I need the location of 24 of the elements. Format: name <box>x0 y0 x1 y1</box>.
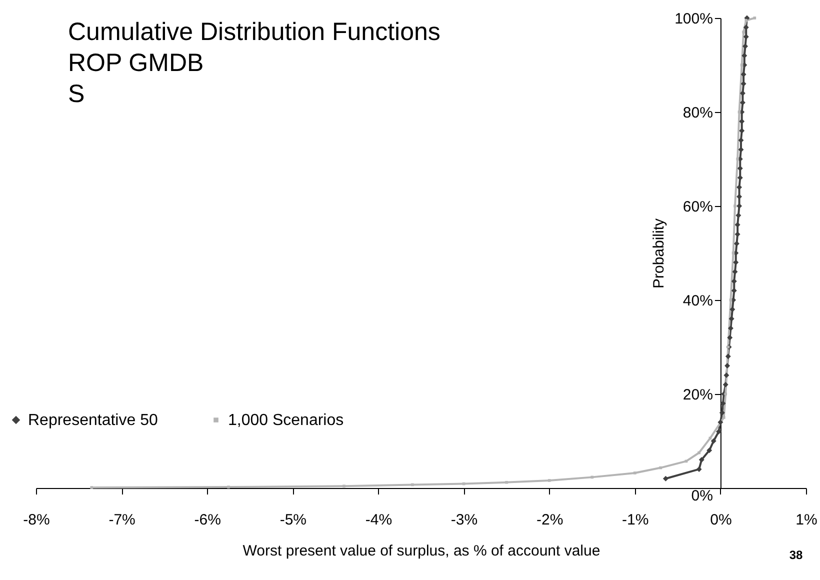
x-tick-label: -1% <box>622 512 649 528</box>
text: ROP GMDB <box>68 49 204 77</box>
legend-label: Representative 50 <box>28 412 158 429</box>
text: 38 <box>789 548 803 562</box>
y-tick-label: 40% <box>682 292 713 310</box>
y-axis-title: Probability <box>650 218 668 289</box>
text: S <box>68 80 85 108</box>
y-tick-label: 20% <box>682 386 713 404</box>
x-axis-title: Worst present value of surplus, as % of account value <box>242 542 600 560</box>
y-tick-label: 60% <box>682 198 713 216</box>
x-tick-label: -5% <box>280 512 307 528</box>
x-tick-label: 0% <box>710 512 732 528</box>
y-tick-label: 0% <box>691 488 713 504</box>
x-tick-label: -4% <box>365 512 392 528</box>
x-tick-label: -3% <box>450 512 478 528</box>
y-tick-label: 100% <box>674 10 713 28</box>
x-tick-label: -7% <box>108 512 136 528</box>
x-tick-label: -2% <box>536 512 564 528</box>
x-tick-label: -8% <box>23 512 50 528</box>
x-tick-label: -6% <box>194 512 221 528</box>
x-tick-label: 1% <box>796 512 818 528</box>
text: Cumulative Distribution Functions <box>68 18 440 46</box>
y-tick-label: 80% <box>682 104 713 122</box>
legend-label: 1,000 Scenarios <box>228 412 344 429</box>
